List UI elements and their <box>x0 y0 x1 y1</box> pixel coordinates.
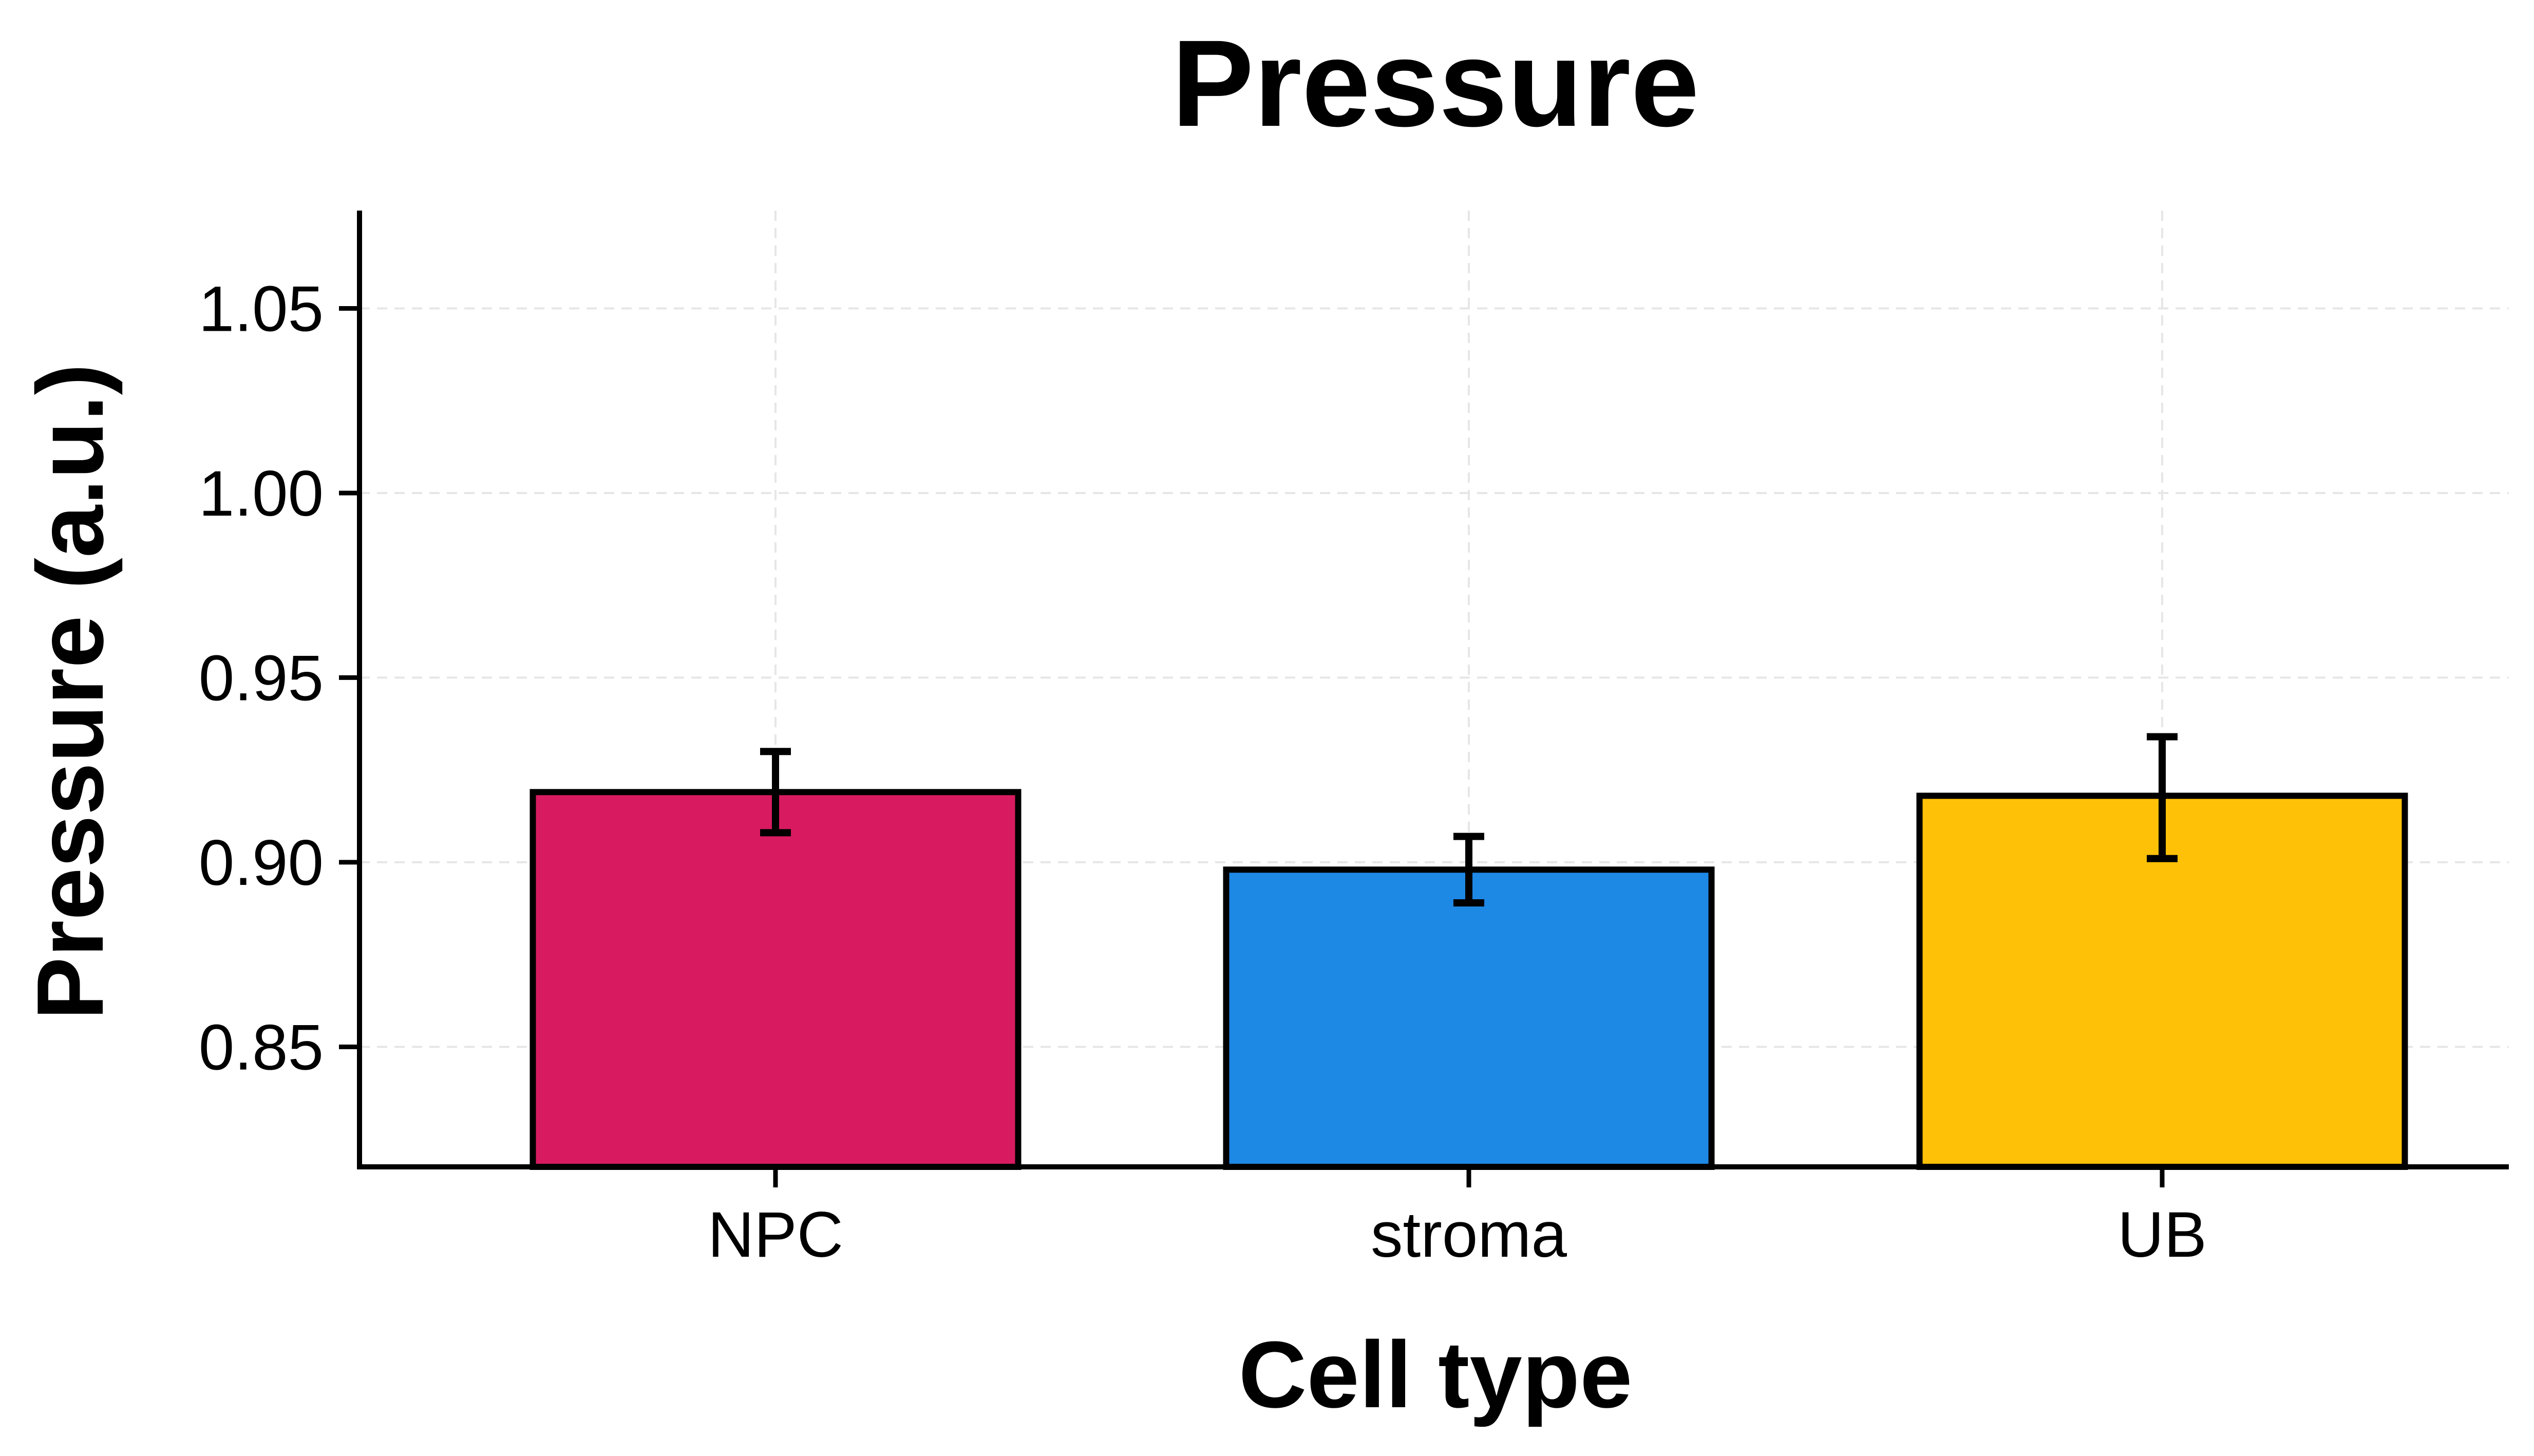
y-tick-label: 1.00 <box>199 458 324 530</box>
x-axis-label: Cell type <box>1239 1321 1633 1427</box>
x-ticks: NPC stroma UB <box>708 1167 2207 1271</box>
bar-stroma <box>1223 866 1715 1170</box>
chart-title: Pressure <box>1171 14 1699 152</box>
x-tick-label: NPC <box>708 1199 843 1271</box>
y-tick-label: 0.90 <box>199 827 324 899</box>
y-axis-label: Pressure (a.u.) <box>17 364 123 1020</box>
axes <box>357 211 2509 1169</box>
x-tick-label: UB <box>2117 1199 2207 1271</box>
bar-npc <box>530 789 1022 1170</box>
y-tick-label: 0.95 <box>199 642 324 714</box>
y-tick-label: 0.85 <box>199 1012 324 1083</box>
y-tick-label: 1.05 <box>199 274 324 345</box>
x-tick-label: stroma <box>1371 1199 1567 1271</box>
y-ticks: 0.85 0.90 0.95 1.00 1.05 <box>199 274 360 1083</box>
error-bars <box>760 733 2178 906</box>
